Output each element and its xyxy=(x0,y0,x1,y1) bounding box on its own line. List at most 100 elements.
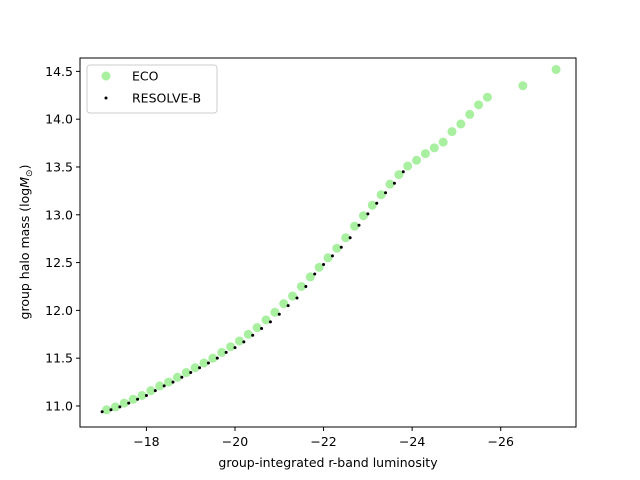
data-point-eco xyxy=(385,179,395,189)
data-point-resolve-b xyxy=(180,375,184,379)
data-point-resolve-b xyxy=(206,361,210,365)
data-point-resolve-b xyxy=(366,212,370,216)
data-point-eco xyxy=(474,100,484,110)
legend-marker-eco xyxy=(101,71,111,81)
data-point-resolve-b xyxy=(357,223,361,227)
x-tick-label: −26 xyxy=(488,434,514,449)
plot-frame xyxy=(79,57,577,428)
data-point-eco xyxy=(252,323,262,333)
data-point-resolve-b xyxy=(295,296,299,300)
data-point-eco xyxy=(429,143,439,153)
data-point-resolve-b xyxy=(277,312,281,316)
data-point-resolve-b xyxy=(127,401,131,405)
data-point-eco xyxy=(279,299,289,309)
data-point-resolve-b xyxy=(224,350,228,354)
data-point-eco xyxy=(128,394,138,404)
data-point-eco xyxy=(172,372,182,382)
data-point-eco xyxy=(305,272,315,282)
data-point-resolve-b xyxy=(189,371,193,375)
data-point-eco xyxy=(465,109,475,119)
data-point-resolve-b xyxy=(215,356,219,360)
data-point-eco xyxy=(137,390,147,400)
y-tick-label: 12.5 xyxy=(45,255,73,270)
x-tick-label: −18 xyxy=(133,434,159,449)
data-point-eco xyxy=(243,329,253,339)
y-axis: 11.0 11.5 12.0 12.5 13.0 13.5 14.0 14.5 xyxy=(45,64,80,413)
data-point-eco xyxy=(261,315,271,325)
data-point-resolve-b xyxy=(268,320,272,324)
plot-data xyxy=(100,64,561,415)
data-point-eco xyxy=(296,281,306,291)
data-point-resolve-b xyxy=(401,170,405,174)
y-tick-label: 13.0 xyxy=(45,207,73,222)
data-point-eco xyxy=(323,253,333,263)
y-axis-label-math: M xyxy=(17,177,32,188)
data-point-eco xyxy=(314,262,324,272)
legend-marker-resolve-b xyxy=(104,96,108,100)
data-point-eco xyxy=(270,307,280,317)
data-point-resolve-b xyxy=(384,191,388,195)
x-tick-label: −20 xyxy=(222,434,248,449)
data-point-eco xyxy=(412,155,422,165)
data-point-resolve-b xyxy=(109,408,113,412)
data-point-resolve-b xyxy=(251,333,255,337)
data-point-eco xyxy=(376,190,386,200)
y-tick-label: 11.5 xyxy=(45,351,73,366)
data-point-resolve-b xyxy=(233,346,237,350)
y-axis-label-subscript: ⊙ xyxy=(25,169,35,177)
data-point-resolve-b xyxy=(162,384,166,388)
legend-label-resolve-b: RESOLVE-B xyxy=(132,91,201,106)
y-tick-label: 12.0 xyxy=(45,303,73,318)
data-point-resolve-b xyxy=(136,397,140,401)
data-point-resolve-b xyxy=(322,262,326,266)
y-axis-label: group halo mass (logM⊙) xyxy=(17,165,35,320)
data-point-resolve-b xyxy=(260,327,264,331)
data-point-eco xyxy=(119,398,129,408)
data-point-eco xyxy=(447,127,457,137)
data-point-resolve-b xyxy=(339,245,343,249)
data-point-resolve-b xyxy=(153,389,157,393)
data-point-eco xyxy=(403,161,413,171)
y-tick-label: 11.0 xyxy=(45,398,73,413)
data-point-eco xyxy=(394,170,404,180)
data-point-eco xyxy=(208,353,218,363)
data-point-resolve-b xyxy=(392,181,396,185)
data-point-resolve-b xyxy=(330,254,334,258)
data-point-eco xyxy=(110,402,120,412)
data-point-eco xyxy=(217,347,227,357)
data-point-resolve-b xyxy=(304,284,308,288)
data-point-eco xyxy=(367,200,377,210)
data-point-eco xyxy=(288,291,298,301)
data-point-eco xyxy=(482,92,492,102)
x-axis-label: group-integrated r-band luminosity xyxy=(218,455,438,470)
data-point-resolve-b xyxy=(242,340,246,344)
data-point-resolve-b xyxy=(171,380,175,384)
y-tick-label: 13.5 xyxy=(45,159,73,174)
data-point-resolve-b xyxy=(313,272,317,276)
data-point-eco xyxy=(226,342,236,352)
data-point-eco xyxy=(518,81,528,91)
data-point-eco xyxy=(190,363,200,373)
data-point-eco xyxy=(181,368,191,378)
legend-label-eco: ECO xyxy=(132,69,159,84)
data-point-eco xyxy=(358,211,368,221)
data-point-eco xyxy=(551,64,561,74)
data-point-resolve-b xyxy=(144,393,148,397)
x-axis: −18 −20 −22 −24 −26 xyxy=(133,427,514,449)
data-point-resolve-b xyxy=(375,201,379,205)
x-tick-label: −24 xyxy=(399,434,425,449)
y-axis-label-text: group halo mass (log xyxy=(17,188,32,320)
data-point-resolve-b xyxy=(286,304,290,308)
y-axis-label-close: ) xyxy=(17,165,32,170)
data-point-resolve-b xyxy=(198,366,202,370)
data-point-eco xyxy=(332,243,342,253)
data-point-eco xyxy=(199,358,209,368)
x-tick-label: −22 xyxy=(310,434,336,449)
data-point-eco xyxy=(164,377,174,387)
y-tick-label: 14.0 xyxy=(45,112,73,127)
data-point-eco xyxy=(234,336,244,346)
data-point-eco xyxy=(341,233,351,243)
data-point-eco xyxy=(456,119,466,129)
data-point-eco xyxy=(438,137,448,147)
data-point-eco xyxy=(155,381,165,391)
